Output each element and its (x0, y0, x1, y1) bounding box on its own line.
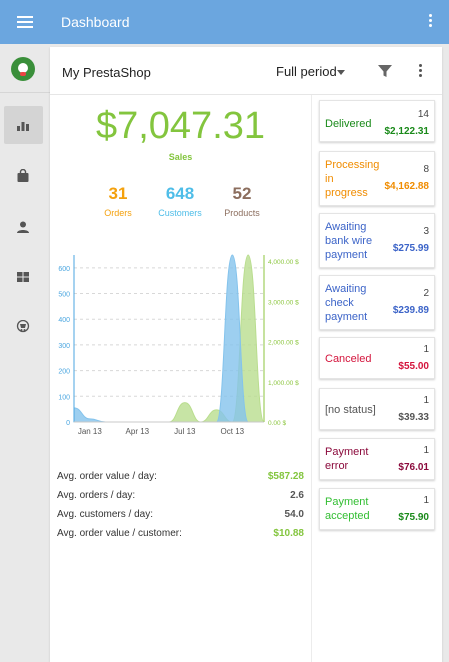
kpi-customers: 648 Customers (145, 184, 215, 218)
kpi-label: Customers (158, 208, 202, 218)
avg-label: Avg. customers / day: (57, 509, 153, 520)
dashboard-card: My PrestaShop Full period $7,047.31 Sale… (50, 47, 442, 662)
status-card-awaiting-check[interactable]: Awaiting check payment 2 $239.89 (319, 275, 435, 330)
kpi-label: Products (224, 208, 260, 218)
sidebar (0, 44, 50, 662)
status-amount: $4,162.88 (384, 181, 430, 192)
avg-value: 2.6 (290, 490, 304, 501)
status-name: Canceled (325, 353, 372, 365)
kpi-value: 31 (108, 184, 128, 203)
y-right-tick-label: 0.00 $ (268, 420, 286, 427)
avg-customers-day: Avg. customers / day: 54.0 (57, 509, 304, 525)
y-right-tick-label: 1,000.00 $ (268, 380, 299, 387)
prestashop-logo (11, 57, 35, 81)
status-amount: $239.89 (392, 305, 429, 316)
y-right-tick-label: 2,000.00 $ (268, 340, 299, 347)
y-left-tick-label: 300 (58, 343, 70, 350)
kpi-orders: 31 Orders (83, 184, 153, 218)
person-icon (17, 221, 29, 233)
y-left-tick-label: 0 (66, 420, 70, 427)
y-right-tick-label: 4,000.00 $ (268, 259, 299, 266)
y-left-tick-label: 400 (58, 317, 70, 324)
status-amount: $76.01 (398, 462, 429, 473)
status-card-payment-error[interactable]: Payment error 1 $76.01 (319, 438, 435, 480)
status-card-delivered[interactable]: Delivered 14 $2,122.31 (319, 100, 435, 142)
card-header: My PrestaShop Full period (50, 47, 442, 95)
status-card-processing[interactable]: Processing in progress 8 $4,162.88 (319, 151, 435, 206)
status-count: 14 (417, 109, 429, 120)
avg-order-value-day: Avg. order value / day: $587.28 (57, 471, 304, 487)
status-count: 1 (423, 395, 429, 406)
status-amount: $75.90 (398, 512, 429, 523)
y-left-tick-label: 100 (58, 394, 70, 401)
total-sales: $7,047.31 (95, 105, 266, 147)
chevron-down-icon[interactable] (337, 70, 345, 75)
status-count: 2 (423, 288, 429, 299)
status-card-no-status[interactable]: [no status] 1 $39.33 (319, 388, 435, 430)
avg-label: Avg. orders / day: (57, 490, 136, 501)
more-vert-icon[interactable] (417, 64, 423, 80)
y-left-tick-label: 500 (58, 292, 70, 299)
sidebar-item-customers[interactable] (4, 208, 43, 246)
status-name: Processing in progress (325, 159, 380, 199)
status-name: Awaiting bank wire payment (325, 221, 373, 261)
x-tick-label: Jan 13 (78, 427, 103, 436)
column-divider (311, 95, 312, 662)
avg-orders-day: Avg. orders / day: 2.6 (57, 490, 304, 506)
status-amount: $275.99 (392, 243, 429, 254)
sidebar-item-products[interactable] (4, 258, 43, 296)
shop-name: My PrestaShop (62, 65, 151, 80)
boxes-icon (17, 272, 29, 282)
status-amount: $2,122.31 (384, 126, 430, 137)
sales-label: Sales (168, 152, 193, 162)
x-tick-label: Apr 13 (126, 427, 150, 436)
sidebar-item-orders[interactable] (4, 157, 43, 195)
y-left-tick-label: 200 (58, 369, 70, 376)
y-left-tick-label: 600 (58, 266, 70, 273)
avg-label: Avg. order value / day: (57, 471, 157, 482)
x-tick-label: Oct 13 (221, 427, 245, 436)
y-right-tick-label: 3,000.00 $ (268, 299, 299, 306)
sidebar-divider (0, 92, 50, 93)
top-app-bar: Dashboard (0, 0, 449, 44)
status-amount: $55.00 (398, 361, 429, 372)
avg-value: $587.28 (267, 471, 304, 482)
series-area-0 (73, 254, 264, 423)
status-name: Delivered (325, 118, 372, 130)
status-card-canceled[interactable]: Canceled 1 $55.00 (319, 337, 435, 379)
status-name: Awaiting check payment (325, 283, 368, 323)
avg-order-value-customer: Avg. order value / customer: $10.88 (57, 528, 304, 544)
status-name: [no status] (325, 404, 376, 416)
status-card-awaiting-bank-wire[interactable]: Awaiting bank wire payment 3 $275.99 (319, 213, 435, 268)
bar-chart-icon (17, 122, 29, 131)
sidebar-item-stats[interactable] (4, 106, 43, 144)
status-count: 1 (423, 445, 429, 456)
status-name: Payment accepted (325, 496, 370, 522)
avg-value: 54.0 (284, 509, 304, 520)
avg-value: $10.88 (273, 528, 304, 539)
kpi-value: 648 (165, 184, 195, 203)
sales-chart: 0 100 200 300 400 500 600 0.00 $ 1,000.00 $ 2,000… (50, 247, 311, 442)
more-vert-icon[interactable] (425, 14, 435, 30)
period-select[interactable]: Full period (276, 64, 337, 79)
status-count: 8 (423, 164, 429, 175)
avg-label: Avg. order value / customer: (57, 528, 182, 539)
filter-icon[interactable] (378, 64, 392, 78)
x-tick-label: Jul 13 (174, 427, 196, 436)
kpi-value: 52 (232, 184, 252, 203)
status-card-payment-accepted[interactable]: Payment accepted 1 $75.90 (319, 488, 435, 530)
app-title: Dashboard (61, 14, 130, 30)
status-count: 1 (423, 495, 429, 506)
status-count: 3 (423, 226, 429, 237)
menu-icon[interactable] (17, 16, 33, 28)
cart-icon (16, 320, 30, 333)
kpi-products: 52 Products (207, 184, 277, 218)
status-amount: $39.33 (398, 412, 429, 423)
status-count: 1 (423, 344, 429, 355)
sidebar-item-carts[interactable] (4, 308, 43, 346)
status-name: Payment error (325, 446, 369, 472)
kpi-label: Orders (104, 208, 132, 218)
shopping-bag-icon (17, 169, 29, 182)
